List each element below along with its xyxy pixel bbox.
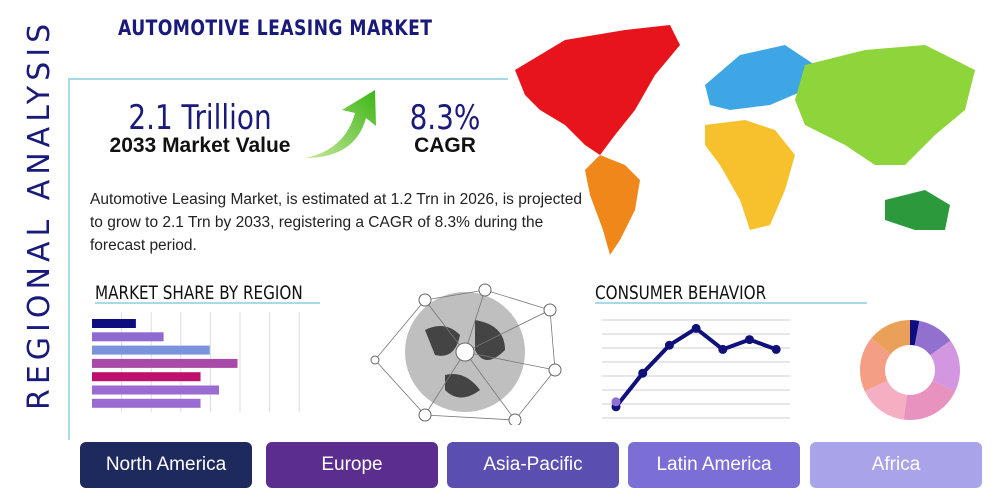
description: Automotive Leasing Market, is estimated … [90, 191, 582, 254]
heading-underline [595, 302, 867, 304]
market-value: 2.1 Trillion [128, 98, 272, 138]
data-point [745, 335, 754, 345]
donut-slice [871, 320, 910, 355]
market-share-heading: MARKET SHARE BY REGION [95, 282, 303, 304]
consumer-line-chart [602, 319, 790, 419]
region-button-north-america[interactable]: North America [80, 442, 252, 488]
donut-slice [930, 340, 960, 392]
donut-slice [864, 380, 907, 420]
consumer-behavior-heading: CONSUMER BEHAVIOR [595, 282, 767, 304]
bar [92, 372, 201, 382]
donut-slice [903, 380, 956, 420]
cagr-kpi: 8.3% CAGR [395, 98, 495, 158]
market-value-label: 2033 Market Value [109, 134, 291, 157]
data-point [771, 344, 781, 354]
side-label: REGIONAL ANALYSIS [22, 18, 57, 410]
bar [92, 332, 164, 342]
heading-underline [95, 302, 320, 304]
frame-divider [68, 78, 508, 80]
data-point [664, 340, 674, 350]
data-point [691, 323, 701, 333]
consumer-donut-chart [860, 320, 960, 420]
growth-arrow-icon [305, 90, 376, 158]
donut-slice [910, 320, 920, 346]
page-title: AUTOMOTIVE LEASING MARKET [118, 16, 433, 40]
data-point [718, 344, 728, 354]
bar [92, 358, 238, 368]
network-globe-icon [370, 283, 562, 425]
data-point [638, 368, 648, 378]
donut-slice [860, 338, 891, 392]
market-value-kpi: 2.1 Trillion 2033 Market Value [100, 98, 300, 158]
market-share-bar-chart [92, 312, 300, 412]
bar [92, 319, 136, 328]
bar [92, 385, 220, 395]
cagr-value: 8.3% [409, 98, 481, 138]
donut-slice [914, 320, 951, 356]
bar [92, 345, 210, 355]
cagr-label: CAGR [414, 134, 476, 157]
region-button-latin-america[interactable]: Latin America [628, 442, 800, 488]
region-button-asia-pacific[interactable]: Asia-Pacific [447, 442, 619, 488]
world-map [515, 25, 975, 255]
bar [92, 398, 201, 408]
region-button-europe[interactable]: Europe [266, 442, 438, 488]
data-point [611, 397, 621, 407]
frame-divider [68, 78, 70, 440]
region-button-africa[interactable]: Africa [810, 442, 982, 488]
